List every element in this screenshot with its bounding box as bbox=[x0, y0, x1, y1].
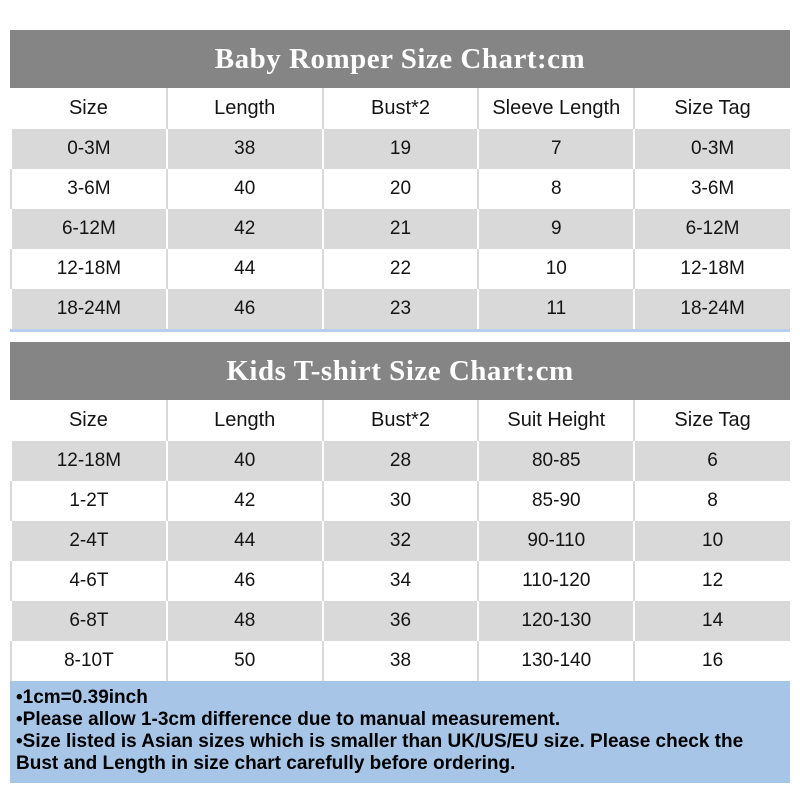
notes-section: •1cm=0.39inch •Please allow 1-3cm differ… bbox=[10, 681, 790, 783]
table-cell: 6-8T bbox=[10, 601, 167, 641]
table-cell: 38 bbox=[165, 129, 323, 169]
column-header-suit-height: Suit Height bbox=[477, 400, 635, 441]
table-cell: 3-6M bbox=[10, 169, 167, 209]
table-cell: 44 bbox=[165, 249, 323, 289]
table-cell: 22 bbox=[321, 249, 479, 289]
column-header-size: Size bbox=[11, 400, 167, 441]
table-cell: 40 bbox=[165, 169, 323, 209]
table-row: 1-2T 42 30 85-90 8 bbox=[10, 481, 790, 521]
table-row: 2-4T 44 32 90-110 10 bbox=[10, 521, 790, 561]
table-cell: 2-4T bbox=[10, 521, 167, 561]
table-cell: 1-2T bbox=[10, 481, 167, 521]
table-cell: 8 bbox=[633, 481, 790, 521]
table-cell: 0-3M bbox=[633, 129, 790, 169]
table-cell: 50 bbox=[165, 641, 323, 681]
column-header-size: Size bbox=[11, 88, 167, 129]
table-cell: 80-85 bbox=[477, 441, 635, 481]
table-cell: 110-120 bbox=[477, 561, 635, 601]
note-asian-sizes: •Size listed is Asian sizes which is sma… bbox=[16, 731, 744, 774]
table-cell: 120-130 bbox=[477, 601, 635, 641]
table-row: 0-3M 38 19 7 0-3M bbox=[10, 129, 790, 169]
table-cell: 0-3M bbox=[10, 129, 167, 169]
table-cell: 38 bbox=[321, 641, 479, 681]
table-row: 12-18M 40 28 80-85 6 bbox=[10, 441, 790, 481]
table-row: 8-10T 50 38 130-140 16 bbox=[10, 641, 790, 681]
table-cell: 130-140 bbox=[477, 641, 635, 681]
table-cell: 28 bbox=[321, 441, 479, 481]
table-cell: 42 bbox=[165, 209, 323, 249]
table-cell: 14 bbox=[633, 601, 790, 641]
table-cell: 20 bbox=[321, 169, 479, 209]
table-cell: 32 bbox=[321, 521, 479, 561]
table-cell: 46 bbox=[165, 561, 323, 601]
table-cell: 8-10T bbox=[10, 641, 167, 681]
chart-underline bbox=[10, 329, 790, 332]
table-cell: 11 bbox=[477, 289, 635, 329]
table-cell: 8 bbox=[477, 169, 635, 209]
table-cell: 44 bbox=[165, 521, 323, 561]
table-cell: 12 bbox=[633, 561, 790, 601]
table-cell: 7 bbox=[477, 129, 635, 169]
column-header-bust: Bust*2 bbox=[321, 400, 479, 441]
table-cell: 3-6M bbox=[633, 169, 790, 209]
table-header-row: Size Length Bust*2 Sleeve Length Size Ta… bbox=[11, 88, 790, 129]
note-cm-inch: •1cm=0.39inch bbox=[16, 687, 148, 708]
table-cell: 12-18M bbox=[633, 249, 790, 289]
baby-romper-table: Size Length Bust*2 Sleeve Length Size Ta… bbox=[10, 88, 790, 329]
table-cell: 12-18M bbox=[10, 441, 167, 481]
column-header-bust: Bust*2 bbox=[321, 88, 479, 129]
table-row: 6-12M 42 21 9 6-12M bbox=[10, 209, 790, 249]
table-row: 6-8T 48 36 120-130 14 bbox=[10, 601, 790, 641]
table-cell: 34 bbox=[321, 561, 479, 601]
table-cell: 6-12M bbox=[633, 209, 790, 249]
table-cell: 18-24M bbox=[10, 289, 167, 329]
table-cell: 90-110 bbox=[477, 521, 635, 561]
table-cell: 10 bbox=[633, 521, 790, 561]
table-cell: 46 bbox=[165, 289, 323, 329]
table-cell: 9 bbox=[477, 209, 635, 249]
table-cell: 16 bbox=[633, 641, 790, 681]
column-header-sleeve-length: Sleeve Length bbox=[477, 88, 635, 129]
kids-tshirt-title-bar: Kids T-shirt Size Chart:cm bbox=[10, 342, 790, 400]
baby-romper-title: Baby Romper Size Chart:cm bbox=[214, 42, 586, 75]
table-cell: 19 bbox=[321, 129, 479, 169]
table-cell: 4-6T bbox=[10, 561, 167, 601]
table-cell: 6-12M bbox=[10, 209, 167, 249]
table-cell: 18-24M bbox=[633, 289, 790, 329]
table-cell: 21 bbox=[321, 209, 479, 249]
baby-romper-size-chart: Baby Romper Size Chart:cm Size Length Bu… bbox=[10, 30, 790, 332]
table-cell: 42 bbox=[165, 481, 323, 521]
table-cell: 12-18M bbox=[10, 249, 167, 289]
column-header-length: Length bbox=[165, 400, 323, 441]
column-header-size-tag: Size Tag bbox=[633, 400, 790, 441]
table-cell: 10 bbox=[477, 249, 635, 289]
table-cell: 40 bbox=[165, 441, 323, 481]
table-cell: 85-90 bbox=[477, 481, 635, 521]
column-header-length: Length bbox=[165, 88, 323, 129]
table-row: 12-18M 44 22 10 12-18M bbox=[10, 249, 790, 289]
kids-tshirt-size-chart: Kids T-shirt Size Chart:cm Size Length B… bbox=[10, 342, 790, 681]
table-row: 4-6T 46 34 110-120 12 bbox=[10, 561, 790, 601]
table-header-row: Size Length Bust*2 Suit Height Size Tag bbox=[11, 400, 790, 441]
table-row: 18-24M 46 23 11 18-24M bbox=[10, 289, 790, 329]
table-cell: 23 bbox=[321, 289, 479, 329]
table-cell: 48 bbox=[165, 601, 323, 641]
table-cell: 30 bbox=[321, 481, 479, 521]
column-header-size-tag: Size Tag bbox=[633, 88, 790, 129]
kids-tshirt-table: Size Length Bust*2 Suit Height Size Tag … bbox=[10, 400, 790, 681]
table-cell: 6 bbox=[633, 441, 790, 481]
table-cell: 36 bbox=[321, 601, 479, 641]
table-row: 3-6M 40 20 8 3-6M bbox=[10, 169, 790, 209]
baby-romper-title-bar: Baby Romper Size Chart:cm bbox=[10, 30, 790, 88]
note-measurement-tolerance: •Please allow 1-3cm difference due to ma… bbox=[16, 709, 561, 730]
kids-tshirt-title: Kids T-shirt Size Chart:cm bbox=[226, 354, 574, 387]
